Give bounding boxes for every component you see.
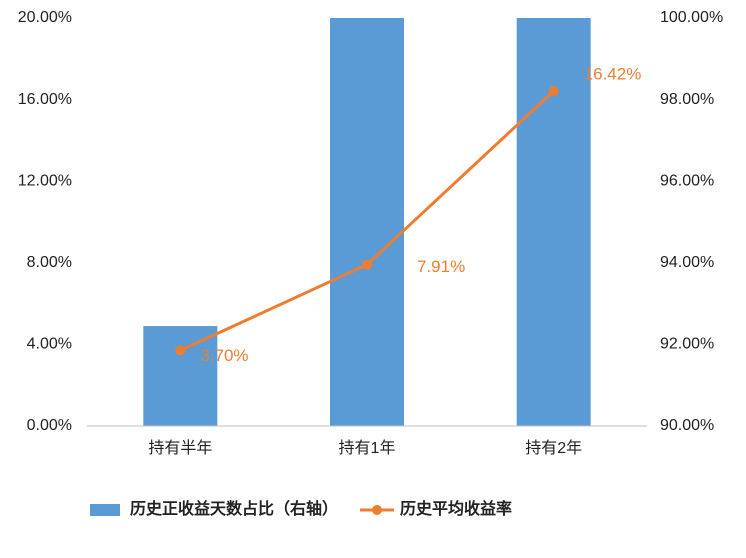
y2-tick-label: 100.00% <box>660 9 723 26</box>
line-point <box>362 259 372 270</box>
line-point <box>548 86 559 97</box>
bar <box>516 18 591 426</box>
data-label: 16.42% <box>584 65 642 84</box>
data-label: 7.91% <box>417 257 465 276</box>
y2-tick-label: 96.00% <box>660 172 714 189</box>
x-tick-label: 持有2年 <box>525 439 582 457</box>
y2-tick-label: 98.00% <box>660 91 714 108</box>
line-point <box>175 345 186 356</box>
y2-tick-label: 92.00% <box>660 336 714 353</box>
y2-tick-label: 90.00% <box>660 417 714 434</box>
y-tick-label: 16.00% <box>18 91 72 108</box>
data-label: 3.70% <box>200 346 248 365</box>
legend-label: 历史平均收益率 <box>400 499 512 518</box>
bar <box>330 18 404 426</box>
legend-label: 历史正收益天数占比（右轴） <box>130 499 338 518</box>
y-tick-label: 8.00% <box>27 254 72 271</box>
y-tick-label: 0.00% <box>27 417 72 434</box>
x-tick-label: 持有1年 <box>339 439 396 457</box>
y-tick-label: 4.00% <box>27 336 72 353</box>
legend-swatch <box>372 505 383 515</box>
x-tick-label: 持有半年 <box>148 439 212 457</box>
y2-tick-label: 94.00% <box>660 254 714 271</box>
legend-swatch <box>90 504 120 516</box>
bar <box>143 326 218 426</box>
y-tick-label: 12.00% <box>18 172 72 189</box>
y-tick-label: 20.00% <box>18 9 72 26</box>
